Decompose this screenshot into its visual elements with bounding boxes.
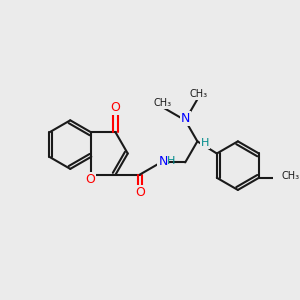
Text: H: H <box>167 156 176 166</box>
Text: O: O <box>135 186 145 199</box>
Text: CH₃: CH₃ <box>190 89 208 99</box>
Text: O: O <box>111 101 121 114</box>
Text: H: H <box>201 138 209 148</box>
Text: N: N <box>158 154 168 167</box>
Text: CH₃: CH₃ <box>154 98 172 108</box>
Text: O: O <box>85 173 95 186</box>
Text: N: N <box>181 112 190 125</box>
Text: CH₃: CH₃ <box>281 171 299 182</box>
